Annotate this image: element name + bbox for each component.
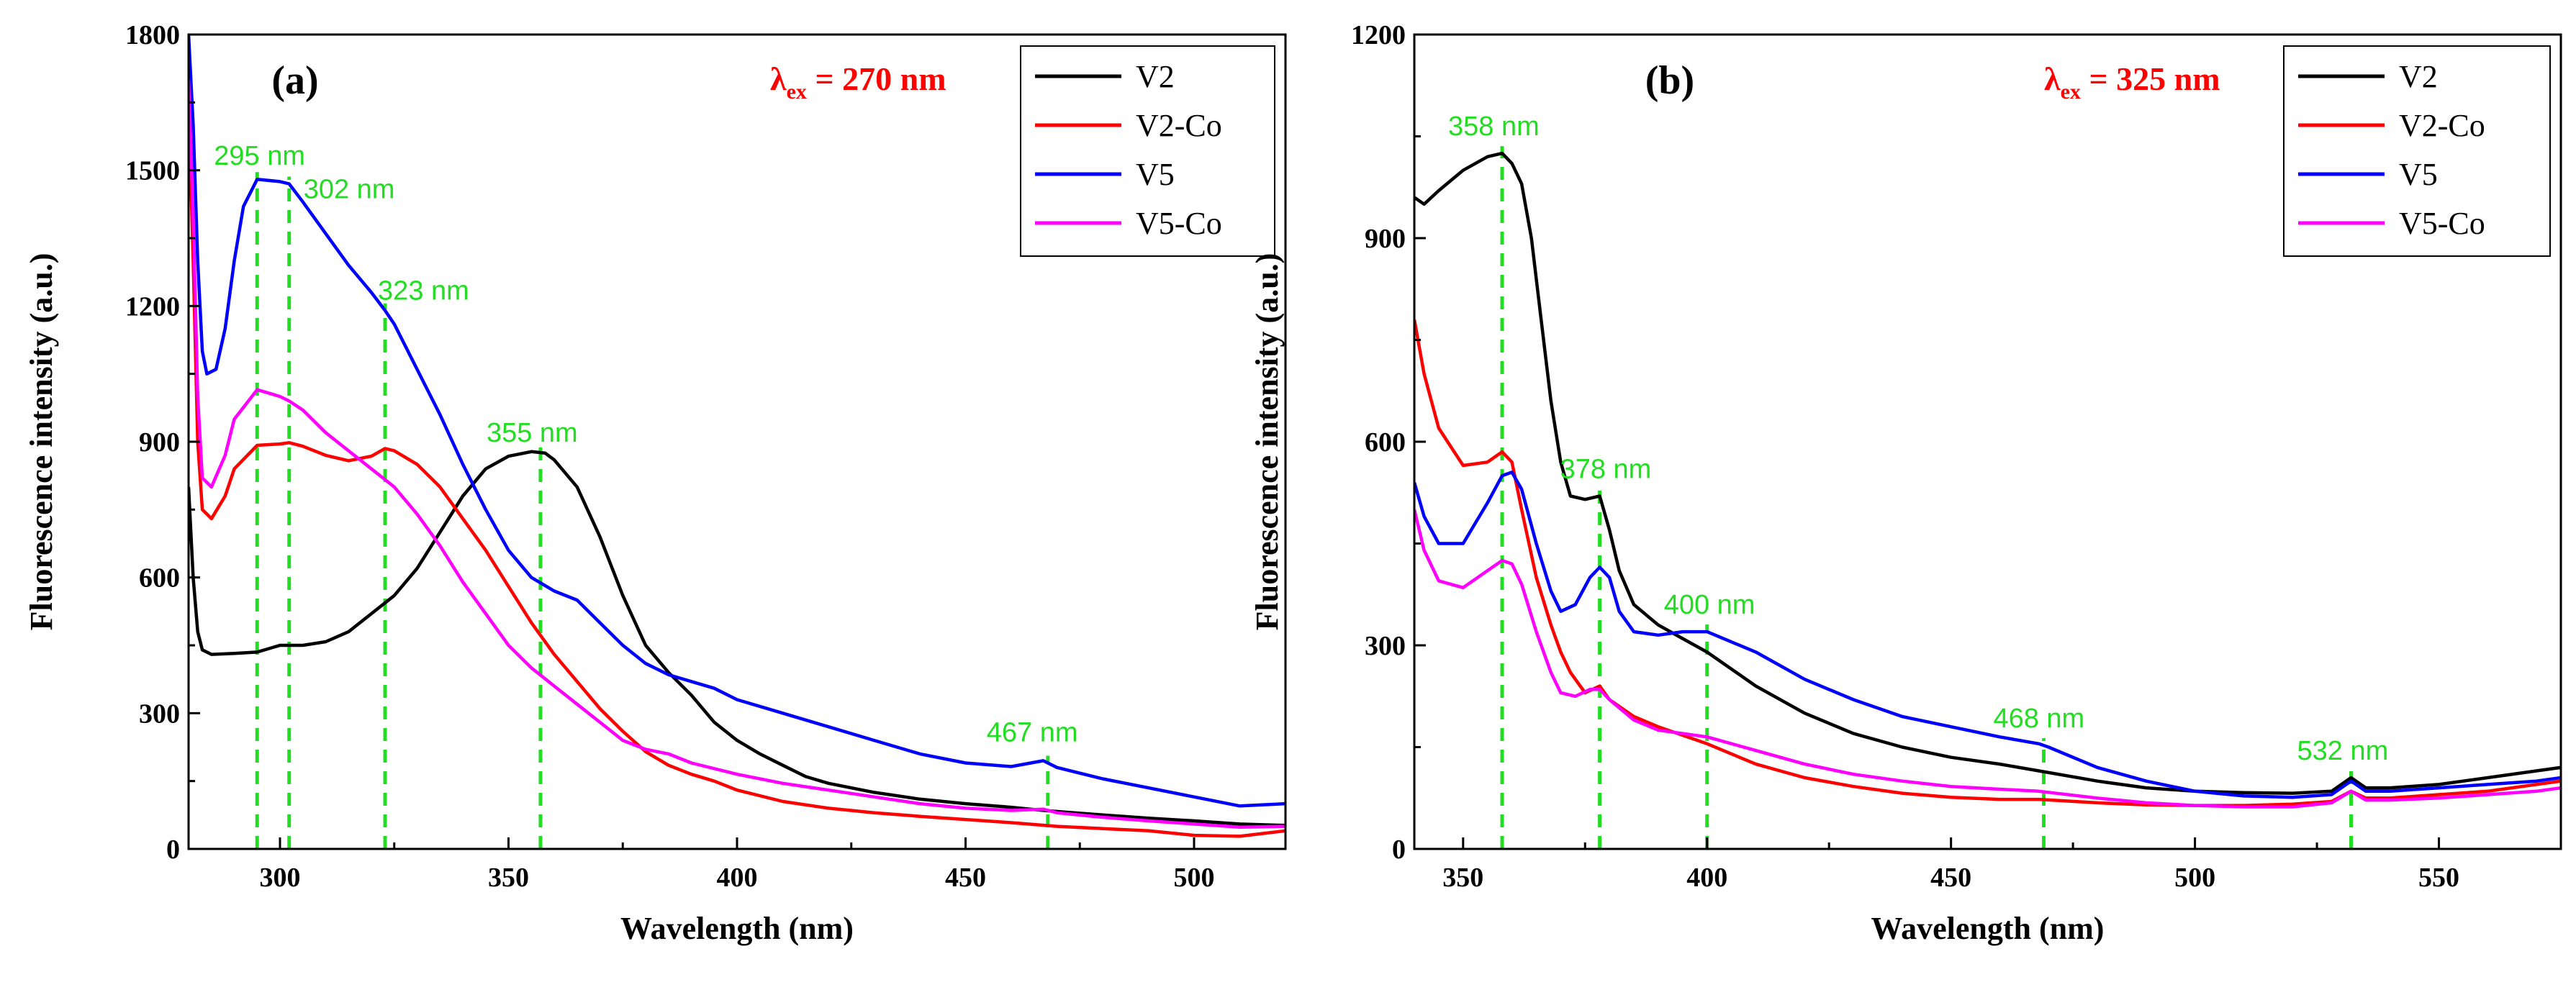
excitation-label: λex = 270 nm — [770, 60, 946, 104]
y-axis-title: Fluorescence intensity (a.u.) — [1249, 253, 1285, 631]
series-line-v5-co — [189, 79, 1285, 829]
legend-label-v2: V2 — [1136, 59, 1175, 94]
legend-box — [1020, 45, 1275, 257]
series-line-v5-co — [1414, 509, 2561, 809]
annotation-label: 355 nm — [487, 418, 578, 448]
y-tick-label: 300 — [139, 699, 180, 729]
annotation-label: 468 nm — [1993, 704, 2084, 734]
y-axis-title: Fluorescence intensity (a.u.) — [24, 253, 59, 631]
legend-label-v5-co: V5-Co — [2399, 206, 2485, 241]
series-line-v5 — [189, 35, 1285, 808]
y-tick-label: 1200 — [125, 291, 180, 322]
x-tick-label: 450 — [1930, 863, 1971, 893]
x-tick-label: 450 — [945, 863, 986, 893]
chart-panel-b: 358 nm 378 nm 400 nm 468 nm 532 nm 350 400 450 5… — [1249, 20, 2562, 946]
legend-label-v2: V2 — [2399, 59, 2438, 94]
annotation-label: 295 nm — [214, 141, 305, 171]
series-line-v2-co — [189, 102, 1285, 838]
y-tick-label: 0 — [1392, 835, 1406, 865]
y-tick-label: 600 — [139, 563, 180, 594]
x-tick-label: 350 — [488, 863, 529, 893]
y-tick-label: 1200 — [1351, 20, 1406, 50]
annotation-label: 467 nm — [987, 718, 1078, 748]
panel-label: (b) — [1645, 58, 1694, 103]
legend-label-v2-co: V2-Co — [1136, 108, 1222, 143]
y-tick-label: 1500 — [125, 156, 180, 186]
series-line-v5 — [1414, 471, 2561, 799]
legend-label-v2-co: V2-Co — [2399, 108, 2485, 143]
x-axis-title: Wavelength (nm) — [620, 911, 854, 946]
series-line-v2 — [1414, 151, 2561, 795]
y-tick-label: 600 — [1365, 427, 1406, 458]
x-tick-label: 400 — [717, 863, 758, 893]
legend-label-v5: V5 — [2399, 157, 2438, 192]
legend: V2 V2-Co V5 V5-Co — [1020, 45, 1275, 257]
x-tick-label: 500 — [2174, 863, 2215, 893]
y-tick-label: 0 — [166, 835, 180, 865]
annotation-label: 323 nm — [378, 276, 469, 306]
y-tick-label: 900 — [1365, 224, 1406, 254]
series-line-v2 — [189, 450, 1285, 827]
annotation-label: 532 nm — [2297, 736, 2389, 766]
x-tick-label: 400 — [1686, 863, 1727, 893]
x-tick-label: 500 — [1174, 863, 1215, 893]
x-tick-label: 350 — [1442, 863, 1483, 893]
x-axis-title: Wavelength (nm) — [1871, 911, 2105, 946]
legend: V2 V2-Co V5 V5-Co — [2283, 45, 2551, 257]
annotation-label: 358 nm — [1448, 112, 1540, 142]
legend-label-v5-co: V5-Co — [1136, 206, 1222, 241]
annotation-label: 302 nm — [304, 175, 395, 205]
series-line-v2-co — [1414, 319, 2561, 807]
annotation-label: 378 nm — [1560, 454, 1652, 484]
chart-panel-a: 295 nm 302 nm 323 nm 355 nm 467 nm 300 350 400 4… — [24, 20, 1287, 946]
x-tick-label: 550 — [2418, 863, 2459, 893]
y-tick-label: 300 — [1365, 631, 1406, 661]
y-tick-label: 1800 — [125, 20, 180, 50]
excitation-label: λex = 325 nm — [2044, 60, 2220, 104]
legend-box — [2283, 45, 2551, 257]
x-tick-label: 300 — [260, 863, 301, 893]
annotation-label: 400 nm — [1664, 590, 1755, 620]
y-tick-label: 900 — [139, 427, 180, 458]
legend-label-v5: V5 — [1136, 157, 1175, 192]
panel-label: (a) — [271, 58, 318, 103]
